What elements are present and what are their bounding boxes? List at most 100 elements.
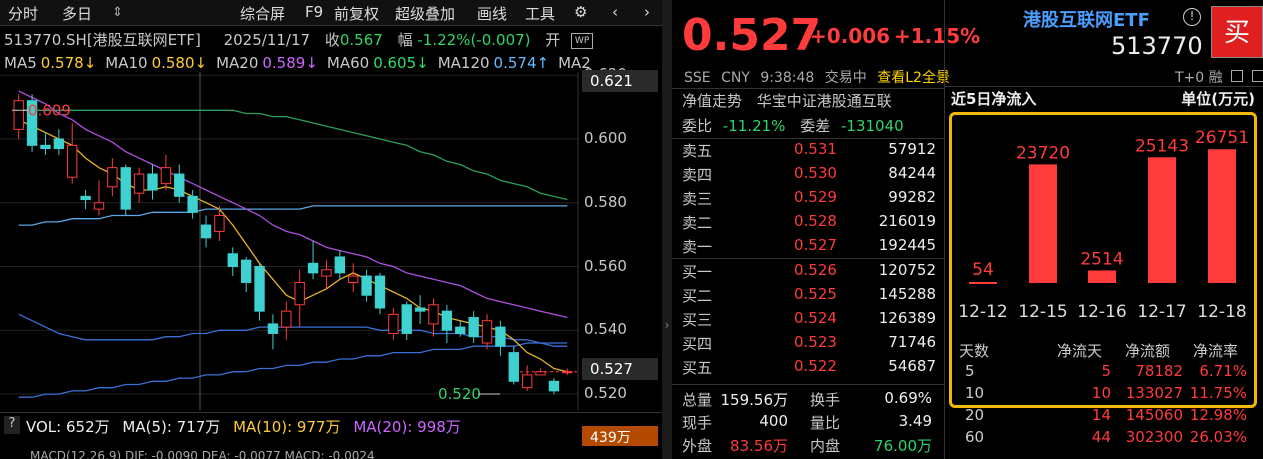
candle: [67, 144, 78, 178]
f9-button[interactable]: F9: [305, 3, 324, 21]
flow-bar: [1208, 149, 1236, 283]
orderbook-row[interactable]: 卖一 0.527 192445: [682, 236, 936, 258]
flow-table-row: 10 10 133027 11.75%: [959, 384, 1255, 406]
l2-link[interactable]: 查看L2全景: [877, 70, 950, 86]
pane-divider[interactable]: ›: [662, 0, 672, 459]
stat-value: 76.00万: [874, 437, 932, 455]
flow-bar-value: 2514: [1080, 249, 1123, 269]
open-label: 开: [545, 31, 561, 49]
flow-table-header: 净流天: [1057, 342, 1103, 360]
flow-date-label: 12-15: [1018, 302, 1067, 322]
candle: [53, 138, 65, 150]
buy-button[interactable]: 买: [1211, 6, 1263, 58]
orderbook-level: 卖三: [682, 190, 713, 208]
candle: [388, 313, 399, 334]
flow-bar: [1088, 270, 1116, 283]
ma60-line: [18, 109, 568, 201]
ma120-line: [18, 205, 568, 226]
kline-panel: 分时 多日 ⇕ 综合屏 F9 前复权 超级叠加 画线 工具 ⚙ ‹ › 5137…: [0, 0, 662, 459]
flow-table-row: 60 44 302300 26.03%: [959, 428, 1255, 450]
expand-icon[interactable]: ⇕: [112, 5, 123, 20]
highlight-box: [949, 112, 1257, 408]
tab-multi-day[interactable]: 多日: [62, 5, 93, 23]
candle: [214, 214, 225, 232]
ma-legend-item: MA5 0.578↓: [4, 54, 96, 72]
min-marker: 0.520: [438, 385, 481, 403]
candle: [80, 195, 91, 201]
index-name-link[interactable]: 华宝中证港股通互联: [756, 92, 892, 110]
flow-table-row: 5 5 78182 6.71%: [959, 362, 1255, 384]
orderbook-level: 买四: [682, 335, 713, 353]
candle: [93, 202, 105, 210]
order-ratio-line: 委比 -11.21% 委差 -131040: [682, 115, 904, 136]
chart-icon[interactable]: [1231, 70, 1244, 82]
info-icon[interactable]: !: [1183, 8, 1201, 26]
divider: [0, 412, 662, 413]
orderbook-volume: 71746: [888, 333, 936, 351]
stat-label: 外盘: [682, 437, 713, 455]
currency: CNY: [721, 70, 750, 86]
orderbook-row[interactable]: 卖四 0.530 84244: [682, 164, 936, 186]
orderbook-row[interactable]: 买四 0.523 71746: [682, 333, 936, 355]
current-price-tag: 0.527: [582, 358, 658, 380]
adjust-button[interactable]: 前复权: [334, 5, 380, 23]
orderbook-level: 卖四: [682, 166, 713, 184]
net-inflow-chart: 54 12-12 23720 12-15 2514 12-16 25143 12-17 2675…: [958, 128, 1249, 322]
orderbook-price: 0.526: [794, 261, 837, 279]
flow-cell-rate: 12.98%: [1189, 406, 1247, 424]
orderbook-row[interactable]: 卖二 0.528 216019: [682, 212, 936, 234]
composite-screen-button[interactable]: 综合屏: [240, 5, 286, 23]
nav-trend-link[interactable]: 净值走势: [682, 92, 743, 110]
candle: [13, 100, 24, 130]
flow-cell-days: 20: [965, 406, 985, 424]
divider: [945, 86, 1263, 87]
wp-icon[interactable]: WP: [571, 32, 594, 49]
next-arrow-icon[interactable]: ›: [644, 3, 650, 21]
etf-name: 港股互联网ETF: [1023, 10, 1150, 31]
orderbook-volume: 126389: [878, 309, 936, 327]
settings-gear-icon[interactable]: ⚙: [574, 3, 588, 21]
candle: [495, 326, 506, 347]
stat-value: 3.49: [898, 412, 932, 430]
orderbook-level: 买二: [682, 287, 713, 305]
divider: [672, 258, 944, 259]
ma-legend-item: MA60 0.605↓: [327, 54, 429, 72]
candle: [40, 144, 51, 150]
orderbook-row[interactable]: 买五 0.522 54687: [682, 357, 936, 379]
edit-icon[interactable]: [1251, 70, 1263, 82]
ma-legend-item: MA10 0.580↓: [105, 54, 207, 72]
ma-value: 0.589↓: [262, 54, 318, 72]
overlay-button[interactable]: 超级叠加: [395, 5, 456, 23]
help-icon[interactable]: ?: [4, 416, 20, 434]
stat-label: 内盘: [810, 437, 841, 455]
candle: [120, 167, 131, 210]
ma-legend-item: MA120 0.574↑: [438, 54, 549, 72]
orderbook-volume: 120752: [878, 261, 936, 279]
price-change-pct: +1.15%: [894, 24, 981, 48]
etf-code: 513770: [1111, 32, 1203, 60]
orderbook-price: 0.523: [794, 333, 837, 351]
orderbook-row[interactable]: 买三 0.524 126389: [682, 309, 936, 331]
flow-cell-days: 5: [965, 362, 975, 380]
prev-arrow-icon[interactable]: ‹: [612, 3, 618, 21]
orderbook-row[interactable]: 买一 0.526 120752: [682, 261, 936, 283]
flow-bar: [1029, 164, 1057, 283]
y-high-tag: 0.621: [582, 70, 658, 92]
orderbook-row[interactable]: 卖三 0.529 99282: [682, 188, 936, 210]
tools-button[interactable]: 工具: [525, 5, 556, 23]
ma-label: MA120: [437, 54, 490, 72]
candle: [200, 224, 212, 239]
orderbook-row[interactable]: 买二 0.525 145288: [682, 285, 936, 307]
tab-intraday[interactable]: 分时: [8, 5, 39, 23]
kline-chart[interactable]: 0.609 0.520: [0, 72, 662, 412]
orderbook-row[interactable]: 卖五 0.531 57912: [682, 140, 936, 162]
orderbook-price: 0.525: [794, 285, 837, 303]
divider: [672, 138, 944, 139]
candle: [160, 167, 172, 185]
candle: [281, 310, 292, 328]
kline-info-line: 513770.SH[港股互联网ETF] 2025/11/17 收0.567 幅 …: [4, 29, 594, 50]
draw-line-button[interactable]: 画线: [477, 5, 508, 23]
ma-label: MA5: [4, 54, 37, 72]
collapse-arrow-icon[interactable]: ›: [664, 318, 670, 332]
flow-cell-rate: 11.75%: [1189, 384, 1247, 402]
